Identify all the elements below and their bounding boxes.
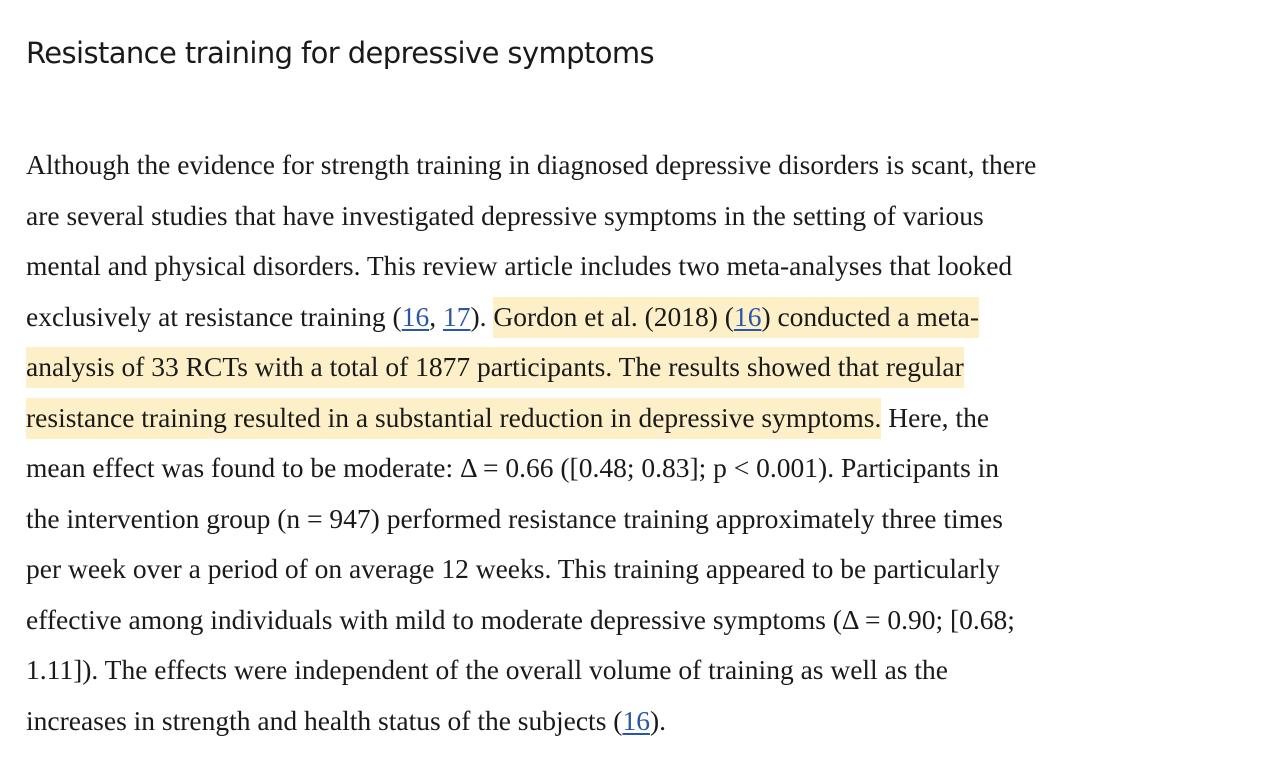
- text-line: mental and physical disorders. This revi…: [26, 250, 1013, 281]
- text-line: per week over a period of on average 12 …: [26, 553, 1000, 584]
- text-segment: ,: [429, 300, 443, 332]
- text-line: are several studies that have investigat…: [26, 199, 984, 231]
- text-segment: Gordon et al. (2018) (: [493, 300, 734, 332]
- text-line: increases in strength and health status …: [26, 696, 1258, 747]
- text-line: effective among individuals with mild to…: [26, 603, 1015, 635]
- text-line: Although the evidence for strength train…: [26, 149, 1037, 180]
- text-segment: increases in strength and health status …: [26, 704, 623, 736]
- reference-link-16[interactable]: 16: [622, 704, 650, 736]
- reference-link-17[interactable]: 17: [442, 300, 471, 332]
- text-segment: ).: [470, 300, 487, 332]
- text-segment: ).: [649, 704, 666, 736]
- highlighted-text: analysis of 33 RCTs with a total of 1877…: [26, 347, 964, 388]
- text-line: exclusively at resistance training (16, …: [26, 292, 1258, 343]
- text-line: resistance training resulted in a substa…: [26, 393, 1258, 444]
- text-line: analysis of 33 RCTs with a total of 1877…: [26, 342, 1258, 393]
- body-paragraph: Although the evidence for strength train…: [26, 140, 1258, 746]
- reference-link-16[interactable]: 16: [401, 300, 430, 332]
- text-line: the intervention group (n = 947) perform…: [26, 502, 1003, 534]
- text-line: 1.11]). The effects were independent of …: [26, 654, 948, 685]
- text-segment: Here, the: [881, 401, 990, 433]
- section-heading: Resistance training for depressive sympt…: [26, 36, 655, 70]
- text-segment: exclusively at resistance training (: [26, 300, 402, 332]
- text-line: mean effect was found to be moderate: Δ …: [26, 452, 1000, 483]
- text-segment: ) conducted a meta-: [761, 300, 980, 332]
- reference-link-16[interactable]: 16: [733, 300, 762, 332]
- highlighted-text: resistance training resulted in a substa…: [26, 397, 882, 439]
- highlighted-text: Gordon et al. (2018) (16) conducted a me…: [493, 296, 980, 338]
